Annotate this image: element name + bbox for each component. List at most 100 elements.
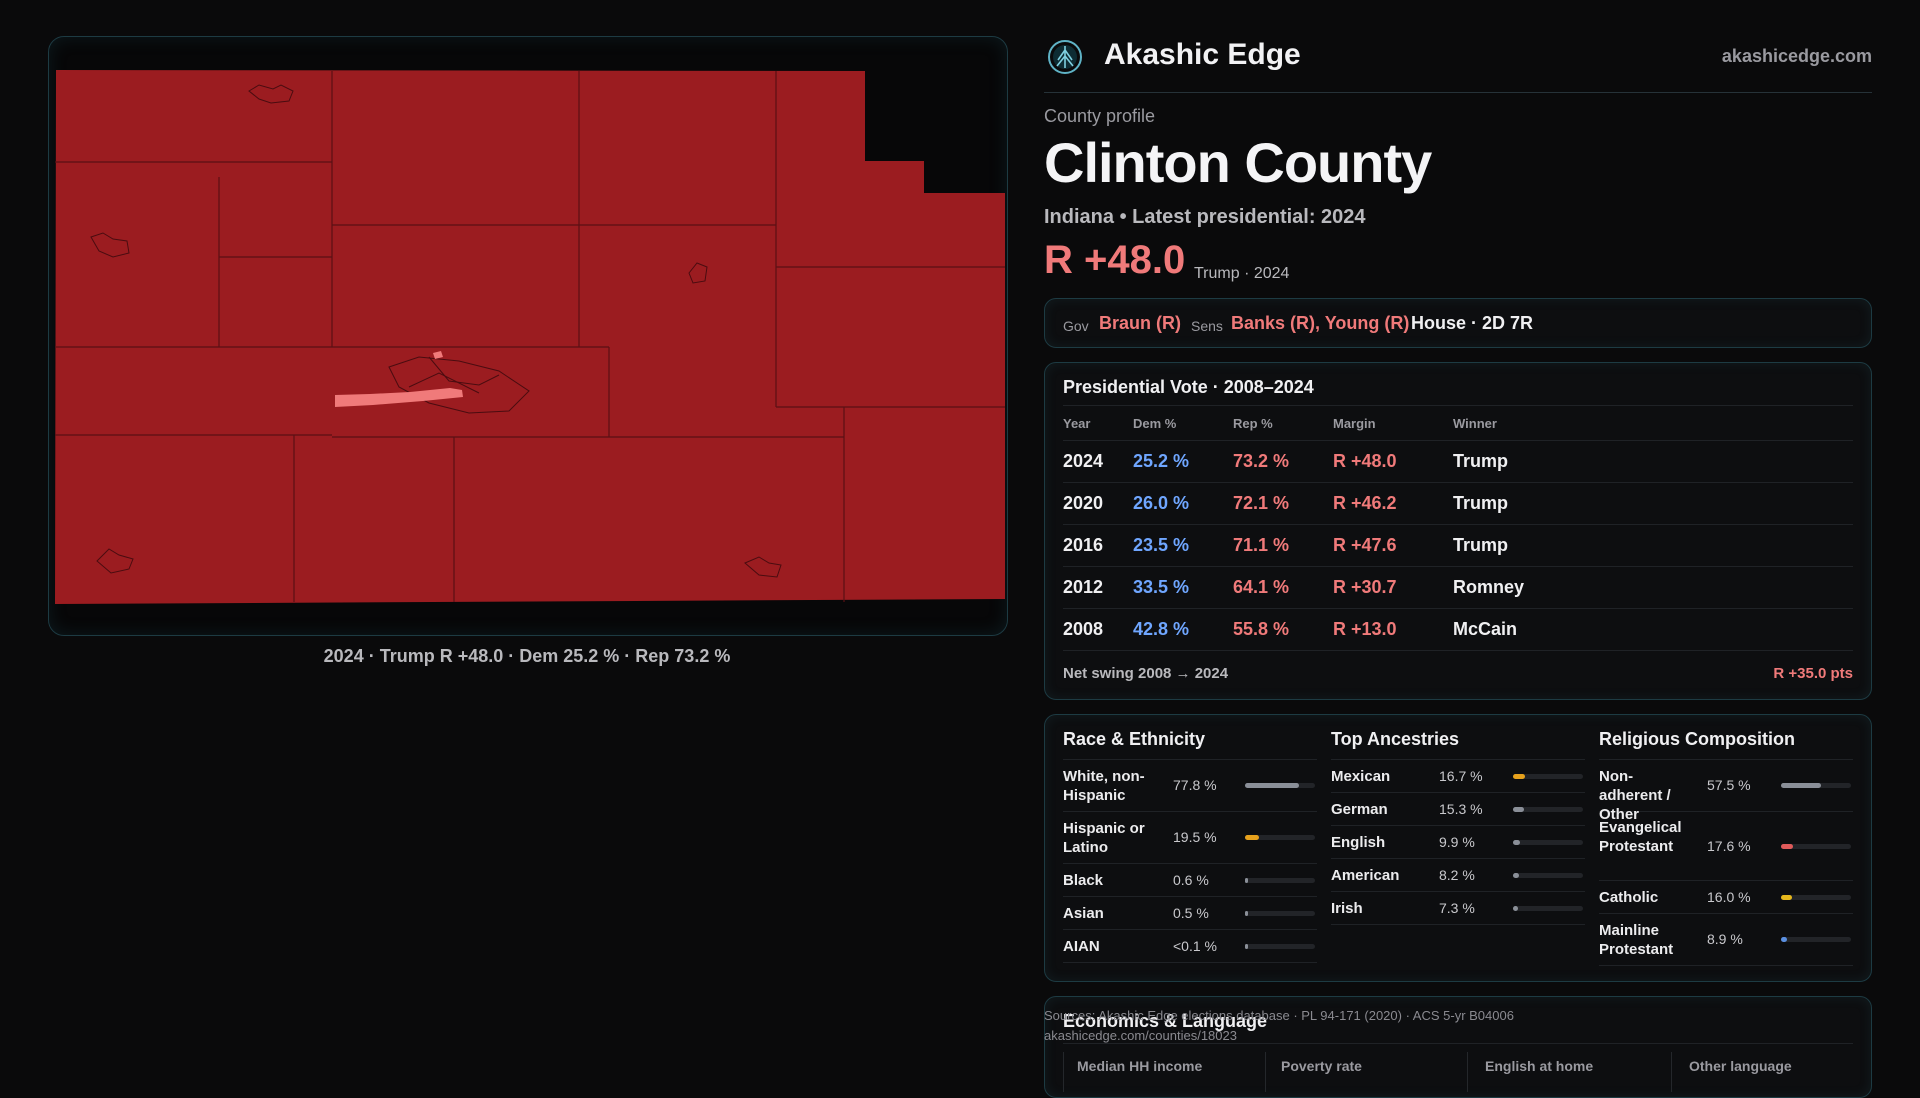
item-bar-track [1781, 937, 1851, 942]
row-winner: McCain [1453, 608, 1853, 651]
row-year: 2016 [1063, 524, 1133, 567]
row-winner: Romney [1453, 566, 1853, 609]
row-rep: 64.1 % [1233, 566, 1333, 609]
race-column: Race & Ethnicity White, non-Hispanic 77.8… [1063, 715, 1317, 981]
item-bar-fill [1513, 773, 1525, 779]
row-rep: 71.1 % [1233, 524, 1333, 567]
list-item[interactable]: English 9.9 % [1331, 826, 1585, 859]
offices-card: Gov Braun (R) Sens Banks (R), Young (R) … [1044, 298, 1872, 348]
gov-value: Braun (R) [1099, 313, 1181, 333]
religion-column: Religious Composition Non-adherent / Oth… [1599, 715, 1853, 981]
item-bar-fill [1245, 943, 1248, 949]
row-margin: R +13.0 [1333, 608, 1453, 651]
list-item[interactable]: Hispanic or Latino 19.5 % [1063, 812, 1317, 864]
item-value: 8.9 % [1707, 931, 1743, 947]
cell-divider [1467, 1052, 1468, 1092]
item-value: 57.5 % [1707, 777, 1751, 793]
item-bar-track [1245, 877, 1315, 883]
item-bar-track [1781, 843, 1851, 849]
net-swing-label: Net swing 2008 → 2024 [1063, 665, 1229, 682]
row-dem: 23.5 % [1133, 524, 1233, 567]
item-label: Mainline Protestant [1599, 921, 1674, 958]
table-row[interactable]: 2012 33.5 % 64.1 % R +30.7 Romney [1063, 566, 1853, 609]
county-shape[interactable] [55, 70, 1005, 604]
item-value: 19.5 % [1173, 829, 1217, 845]
list-item[interactable]: AIAN <0.1 % [1063, 930, 1317, 963]
table-row[interactable]: 2020 26.0 % 72.1 % R +46.2 Trump [1063, 482, 1853, 525]
col-margin: Margin [1333, 405, 1453, 441]
ancestry-rows: Mexican 16.7 % German 15.3 % English 9.9 % Ame… [1331, 759, 1585, 925]
item-value: 77.8 % [1173, 777, 1217, 793]
latest-margin: R +48.0 [1044, 238, 1186, 282]
item-value: 15.3 % [1439, 800, 1483, 817]
row-year: 2008 [1063, 608, 1133, 651]
gov-label: Gov [1063, 318, 1089, 334]
item-label: German [1331, 800, 1388, 818]
table-row[interactable]: 2024 25.2 % 73.2 % R +48.0 Trump [1063, 440, 1853, 483]
econ-poverty-rate: Poverty rate [1281, 1058, 1362, 1074]
app-header: Akashic Edge akashicedge.com [1044, 30, 1872, 93]
list-item[interactable]: Mexican 16.7 % [1331, 760, 1585, 793]
col-rep: Rep % [1233, 405, 1333, 441]
list-item[interactable]: Catholic 16.0 % [1599, 881, 1853, 914]
item-bar-fill [1245, 910, 1248, 916]
table-row[interactable]: 2016 23.5 % 71.1 % R +47.6 Trump [1063, 524, 1853, 567]
item-label: American [1331, 866, 1400, 884]
item-label: Black [1063, 871, 1104, 889]
item-value: 7.3 % [1439, 899, 1475, 916]
item-value: 8.2 % [1439, 866, 1475, 883]
row-margin: R +46.2 [1333, 482, 1453, 525]
item-bar-track [1513, 905, 1583, 911]
row-winner: Trump [1453, 482, 1853, 525]
city-highlight[interactable] [335, 351, 463, 407]
list-item[interactable]: Black 0.6 % [1063, 864, 1317, 897]
row-margin: R +47.6 [1333, 524, 1453, 567]
table-row[interactable]: 2008 42.8 % 55.8 % R +13.0 McCain [1063, 608, 1853, 651]
list-item[interactable]: Non-adherent / Other 57.5 % [1599, 760, 1853, 823]
item-bar-fill [1781, 937, 1788, 942]
item-bar-fill [1513, 905, 1519, 911]
col-winner: Winner [1453, 405, 1853, 441]
profile-subtitle: Indiana • Latest presidential: 2024 [1044, 206, 1366, 228]
county-map-panel[interactable] [48, 36, 1008, 636]
cell-divider [1063, 1052, 1064, 1092]
col-year: Year [1063, 405, 1133, 441]
list-item[interactable]: White, non-Hispanic 77.8 % [1063, 760, 1317, 812]
list-item[interactable]: American 8.2 % [1331, 859, 1585, 892]
tree-of-life-icon[interactable] [1046, 38, 1084, 76]
list-item[interactable]: Asian 0.5 % [1063, 897, 1317, 930]
item-bar-fill [1513, 806, 1524, 812]
row-dem: 33.5 % [1133, 566, 1233, 609]
site-link[interactable]: akashicedge.com [1721, 46, 1872, 66]
item-label: AIAN [1063, 937, 1100, 955]
item-bar-track [1245, 910, 1315, 916]
row-dem: 26.0 % [1133, 482, 1233, 525]
presidential-table: Year Dem % Rep % Margin Winner 2024 25.2… [1063, 405, 1853, 651]
cell-divider [1671, 1052, 1672, 1092]
item-value: 9.9 % [1439, 833, 1475, 850]
sources-link[interactable]: akashicedge.com/counties/18023 [1044, 1028, 1237, 1043]
item-bar-track [1513, 872, 1583, 878]
item-label: Mexican [1331, 767, 1391, 785]
list-item[interactable]: Evangelical Protestant 17.6 % [1599, 812, 1853, 881]
econ-english-home: English at home [1485, 1058, 1594, 1074]
cell-divider [1265, 1052, 1266, 1092]
item-bar-fill [1513, 872, 1519, 878]
item-value: 0.5 % [1173, 904, 1209, 921]
item-bar-fill [1245, 877, 1248, 883]
col-dem: Dem % [1133, 405, 1233, 441]
county-map[interactable] [49, 37, 1007, 635]
list-item[interactable]: Mainline Protestant 8.9 % [1599, 914, 1853, 966]
list-item[interactable]: German 15.3 % [1331, 793, 1585, 826]
item-label: White, non-Hispanic [1063, 767, 1145, 804]
house-value: House · 2D 7R [1411, 313, 1534, 333]
sources-line: Sources: Akashic Edge elections database… [1044, 1008, 1514, 1023]
list-item[interactable]: Irish 7.3 % [1331, 892, 1585, 925]
item-bar-track [1513, 806, 1583, 812]
table-header-row: Year Dem % Rep % Margin Winner [1063, 405, 1853, 441]
row-rep: 73.2 % [1233, 440, 1333, 483]
item-bar-fill [1781, 783, 1822, 788]
ancestry-column: Top Ancestries Mexican 16.7 % German 15.3 %… [1331, 715, 1585, 981]
item-bar-track [1245, 783, 1315, 788]
econ-median-income: Median HH income [1077, 1058, 1203, 1074]
